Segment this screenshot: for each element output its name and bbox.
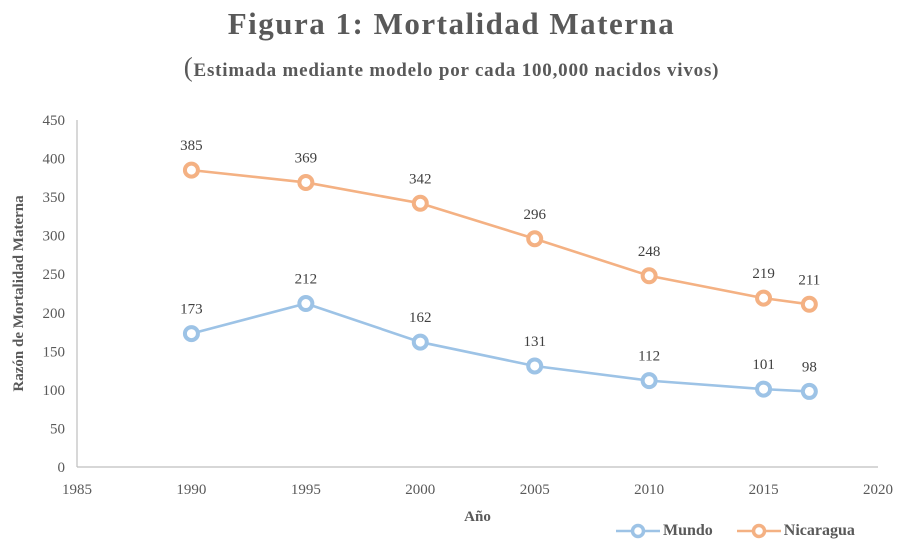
data-label-mundo: 162 [409,310,432,326]
x-tick-label: 1995 [291,482,321,498]
subtitle-paren: ( [183,52,194,82]
data-point-mundo [182,325,200,343]
data-point-mundo [640,372,658,390]
data-label-mundo: 173 [180,302,203,318]
data-label-nicaragua: 211 [798,272,820,288]
data-point-mundo [755,380,773,398]
y-tick-label: 400 [43,152,66,168]
data-point-nicaragua [800,295,818,313]
data-label-mundo: 101 [752,357,775,373]
y-tick-label: 350 [43,190,66,206]
y-tick-label: 300 [43,229,66,245]
x-tick-label: 1985 [62,482,92,498]
legend-marker-icon [616,523,660,539]
y-tick-label: 250 [43,267,66,283]
legend-label: Nicaragua [783,522,855,539]
y-tick-label: 200 [43,306,66,322]
data-point-nicaragua [755,289,773,307]
y-axis-title: Razón de Mortalidad Materna [11,195,27,392]
legend-item-nicaragua: Nicaragua [736,522,855,540]
x-tick-label: 2020 [863,482,893,498]
data-point-mundo [297,295,315,313]
data-point-nicaragua [182,161,200,179]
data-point-nicaragua [297,173,315,191]
chart-title: Figura 1: Mortalidad Materna [227,6,676,41]
legend-point [630,523,646,539]
data-label-mundo: 98 [802,359,817,375]
x-tick-label: 2015 [749,482,779,498]
data-label-mundo: 131 [523,334,546,350]
data-label-nicaragua: 296 [523,207,546,223]
data-label-nicaragua: 248 [638,244,661,260]
series-line-nicaragua [191,168,810,306]
legend-point [751,523,767,539]
x-tick-label: 2000 [405,482,435,498]
series-line-mundo [191,302,810,393]
data-point-nicaragua [640,267,658,285]
data-label-nicaragua: 219 [752,266,775,282]
legend: Mundo Nicaragua [616,522,855,540]
data-label-nicaragua: 342 [409,171,432,187]
y-tick-label: 0 [58,460,66,476]
data-label-mundo: 112 [638,349,660,365]
subtitle-text: Estimada mediante modelo por cada 100,00… [193,60,720,81]
x-tick-label: 2005 [520,482,550,498]
data-label-nicaragua: 369 [295,150,318,166]
data-label-mundo: 212 [295,272,318,288]
x-axis-title: Año [464,509,491,525]
data-point-mundo [800,382,818,400]
y-tick-label: 50 [50,421,65,437]
y-tick-label: 450 [43,113,66,129]
x-tick-label: 1990 [176,482,206,498]
y-tick-label: 100 [43,383,66,399]
data-point-nicaragua [411,194,429,212]
legend-item-mundo: Mundo [616,522,713,540]
data-point-nicaragua [526,230,544,248]
x-tick-label: 2010 [634,482,664,498]
data-point-mundo [411,333,429,351]
y-tick-label: 150 [43,344,66,360]
chart-subtitle: (Estimada mediante modelo por cada 100,0… [0,52,903,83]
data-point-mundo [526,357,544,375]
legend-marker-icon [736,523,781,539]
data-label-nicaragua: 385 [180,138,203,154]
legend-label: Mundo [663,522,713,539]
